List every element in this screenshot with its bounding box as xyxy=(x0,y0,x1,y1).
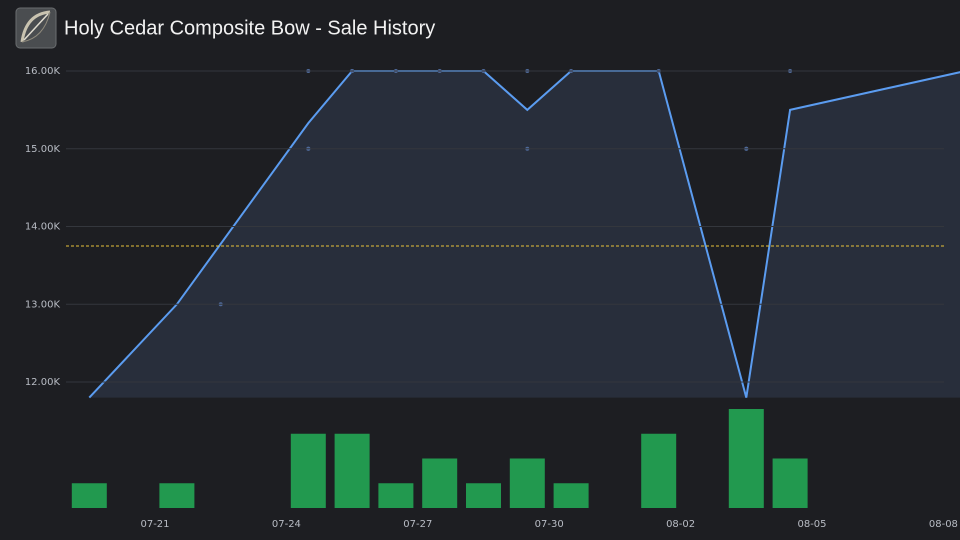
x-tick-label: 07-24 xyxy=(272,519,301,530)
item-icon xyxy=(15,7,57,49)
volume-bar xyxy=(641,433,677,508)
volume-bar xyxy=(728,409,764,508)
price-area xyxy=(89,71,960,398)
x-tick-label: 08-02 xyxy=(666,519,695,530)
y-tick-label: 14.00K xyxy=(25,222,61,233)
volume-bar xyxy=(71,483,107,508)
x-tick-label: 08-05 xyxy=(797,519,826,530)
chart-title: Holy Cedar Composite Bow - Sale History xyxy=(64,17,435,39)
y-tick-label: 12.00K xyxy=(25,377,61,388)
volume-bar xyxy=(422,458,458,508)
x-tick-label: 07-27 xyxy=(403,519,432,530)
volume-bar xyxy=(378,483,414,508)
x-tick-label: 07-30 xyxy=(535,519,564,530)
volume-bar xyxy=(334,433,370,508)
volume-bar xyxy=(159,483,195,508)
volume-bar xyxy=(509,458,545,508)
x-tick-label: 07-21 xyxy=(140,519,169,530)
volume-bar xyxy=(553,483,589,508)
volume-bar xyxy=(772,458,808,508)
price-line xyxy=(88,70,960,399)
y-tick-label: 13.00K xyxy=(25,299,61,310)
volume-bar xyxy=(290,433,326,508)
y-tick-label: 15.00K xyxy=(25,144,61,155)
y-tick-label: 16.00K xyxy=(25,66,61,77)
volume-bar xyxy=(466,483,501,508)
x-tick-label: 08-08 xyxy=(929,519,958,530)
